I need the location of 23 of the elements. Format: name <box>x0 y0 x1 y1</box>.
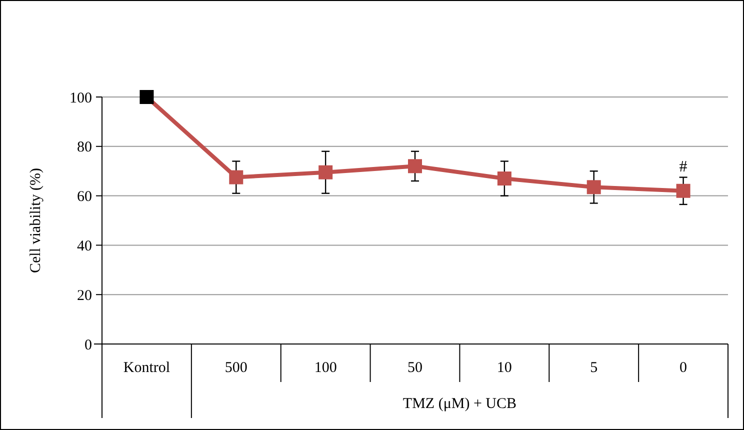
point <box>318 165 333 180</box>
x-axis-title: TMZ (μM) + UCB <box>402 396 517 412</box>
y-tick-label: 40 <box>77 238 92 254</box>
x-tick-label: 5 <box>590 360 598 376</box>
x-tick-label: Kontrol <box>123 360 170 376</box>
annotation: # <box>679 158 688 176</box>
point <box>586 180 601 194</box>
y-axis-title: Cell viability (%) <box>28 168 44 273</box>
point <box>676 184 690 198</box>
x-tick-label: 50 <box>408 360 422 376</box>
y-tick-label: 100 <box>70 90 92 106</box>
x-tick-label: 10 <box>496 360 512 376</box>
point <box>408 159 422 174</box>
x-tick-label: 500 <box>224 360 248 376</box>
y-tick-label: 80 <box>77 140 92 156</box>
point <box>229 170 244 184</box>
y-tick-label: 20 <box>77 288 92 304</box>
y-tick-label: 60 <box>77 189 92 206</box>
x-tick-label: 100 <box>314 360 337 376</box>
x-tick-label: 0 <box>680 360 688 376</box>
point <box>497 172 512 186</box>
point <box>140 90 154 104</box>
y-tick-label: 0 <box>84 337 92 354</box>
